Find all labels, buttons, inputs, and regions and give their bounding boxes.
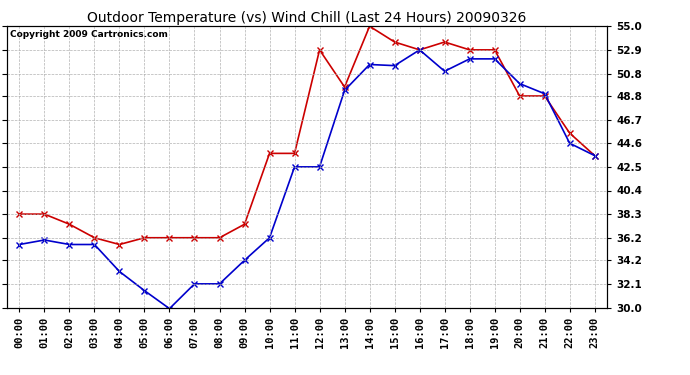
Text: Copyright 2009 Cartronics.com: Copyright 2009 Cartronics.com <box>10 30 168 39</box>
Title: Outdoor Temperature (vs) Wind Chill (Last 24 Hours) 20090326: Outdoor Temperature (vs) Wind Chill (Las… <box>88 11 526 25</box>
